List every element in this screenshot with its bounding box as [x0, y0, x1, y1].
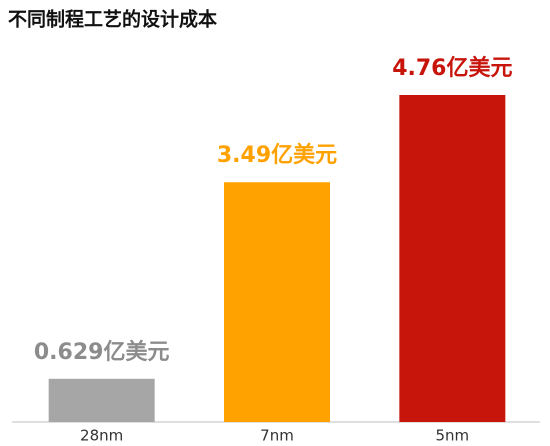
- x-tick-label: 28nm: [80, 427, 123, 445]
- value-label: 0.629亿美元: [34, 339, 170, 365]
- bar: [224, 182, 330, 422]
- bar: [48, 378, 155, 422]
- chart-title: 不同制程工艺的设计成本: [8, 8, 217, 31]
- value-label: 3.49亿美元: [217, 142, 337, 168]
- x-tick-label: 7nm: [260, 427, 294, 445]
- bar: [399, 95, 506, 422]
- x-tick-label: 5nm: [435, 427, 469, 445]
- value-label: 4.76亿美元: [392, 55, 512, 81]
